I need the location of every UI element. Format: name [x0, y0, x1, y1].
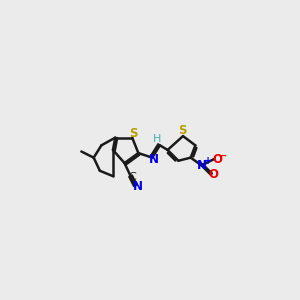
Text: O: O: [213, 153, 223, 166]
Text: H: H: [153, 134, 161, 144]
Text: C: C: [128, 172, 136, 182]
Text: S: S: [129, 127, 137, 140]
Text: N: N: [197, 159, 207, 172]
Text: S: S: [178, 124, 187, 137]
Text: N: N: [133, 180, 142, 193]
Text: N: N: [149, 154, 159, 166]
Text: +: +: [204, 156, 212, 166]
Text: −: −: [218, 151, 227, 161]
Text: O: O: [209, 168, 219, 181]
